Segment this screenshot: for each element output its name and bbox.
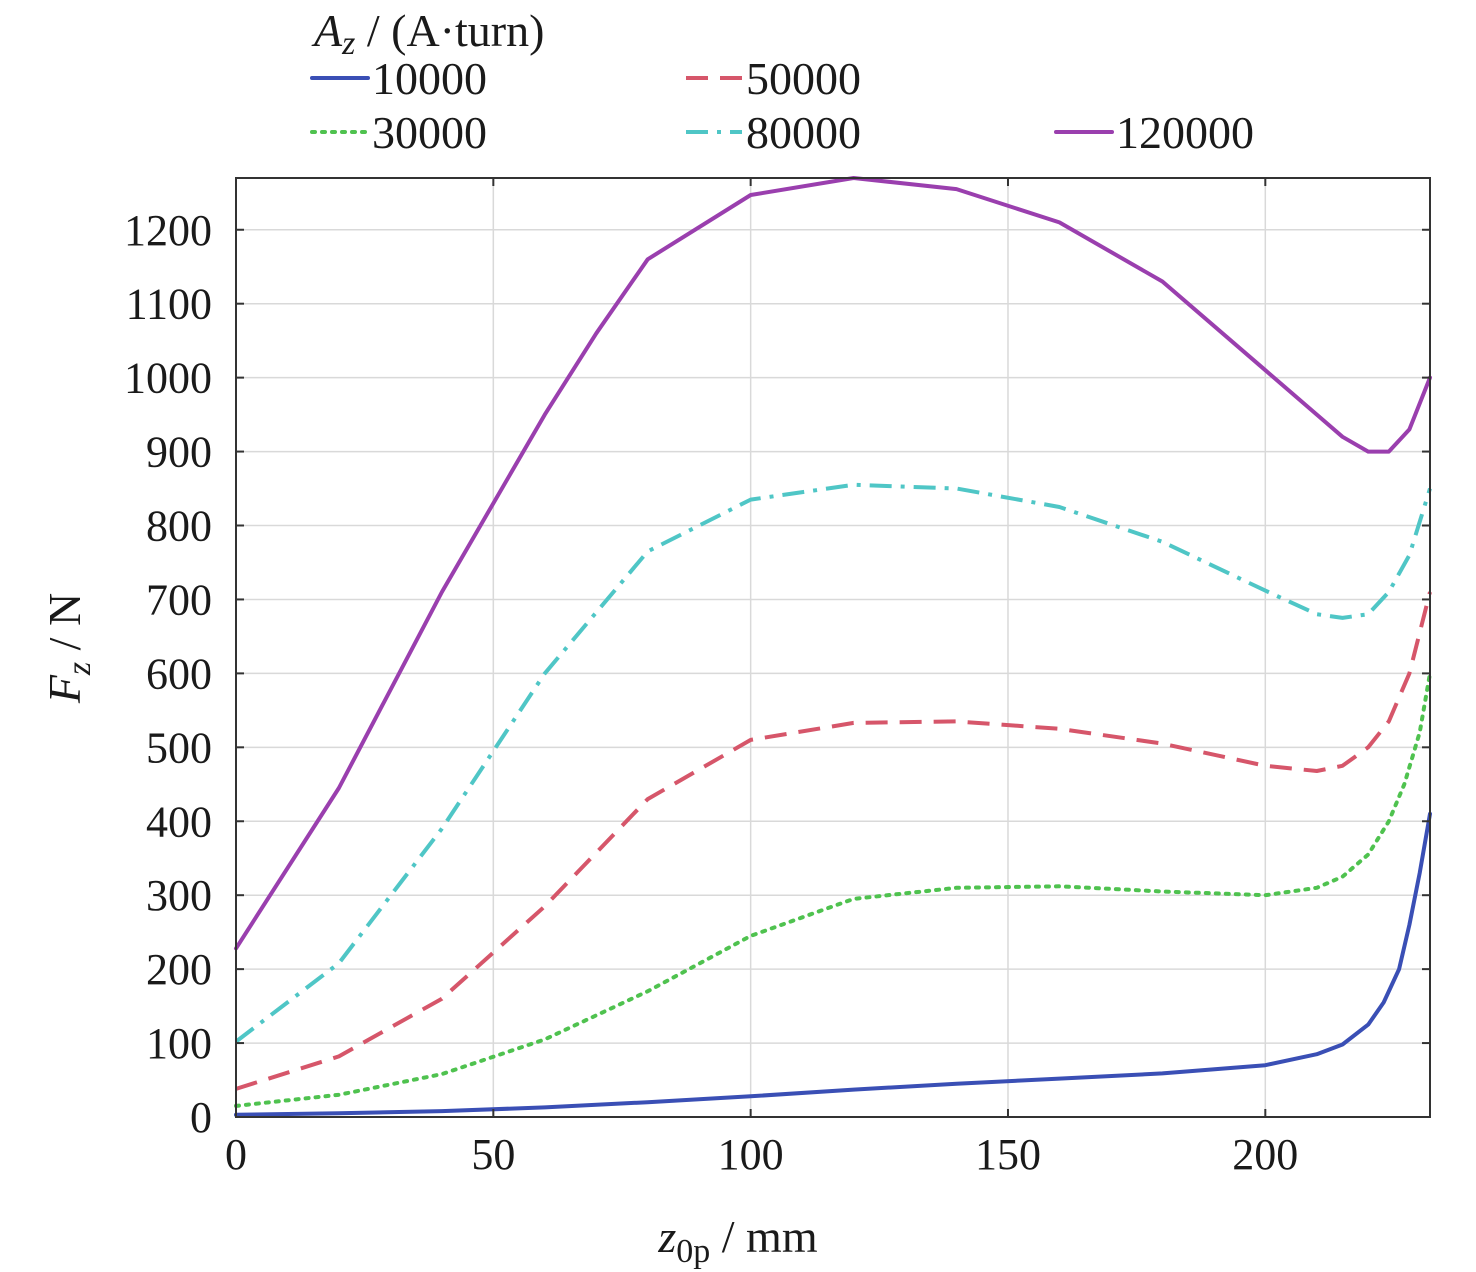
series-line-120000 [234,176,1432,951]
y-tick-label: 1000 [124,354,212,403]
x-tick-label: 100 [718,1130,784,1179]
y-tick-label: 100 [146,1019,212,1068]
series-line-50000 [235,591,1432,1091]
legend-label-10000: 10000 [372,53,487,104]
y-tick-label: 1200 [124,206,212,255]
y-tick-label: 700 [146,575,212,624]
x-axis-label-unit: / mm [710,1211,818,1262]
legend-label-30000: 30000 [372,107,487,158]
y-tick-label: 300 [146,871,212,920]
y-tick-label: 200 [146,945,212,994]
legend-label-120000: 120000 [1116,107,1254,158]
y-tick-label: 0 [190,1093,212,1142]
y-tick-label: 1100 [126,280,212,329]
series-line-80000 [234,482,1432,1044]
gridlines [236,178,1430,1117]
y-tick-label: 900 [146,428,212,477]
y-tick-label: 800 [146,502,212,551]
y-axis-label-symbol: F [39,674,90,704]
legend-title-subscript: z [341,25,355,62]
plot-background [236,178,1430,1117]
y-tick-label: 400 [146,797,212,846]
x-axis-label-subscript: 0p [676,1233,710,1270]
x-tick-label: 0 [225,1130,247,1179]
x-tick-label: 200 [1232,1130,1298,1179]
y-tick-label: 500 [146,723,212,772]
series-line-30000 [234,671,1432,1108]
legend-label-80000: 80000 [746,107,861,158]
legend-title-unit: / (A·turn) [355,5,544,56]
legend-title-symbol: A [311,5,343,56]
x-axis-label: z0p / mm [657,1211,817,1270]
y-axis-label-unit: / N [39,593,90,662]
x-tick-label: 150 [975,1130,1041,1179]
legend-title: Az / (A·turn) [311,5,544,62]
legend-label-50000: 50000 [746,53,861,104]
y-axis-label-subscript: z [61,662,98,676]
y-axis-label: Fz / N [39,593,98,704]
axis-ticks: 0 50 100 150 200 0 100 200 300 400 500 600 700 800 900… [124,178,1430,1179]
x-tick-label: 50 [471,1130,515,1179]
y-tick-label: 600 [146,649,212,698]
series-line-10000 [234,811,1432,1117]
x-axis-label-symbol: z [657,1211,676,1262]
plot-frame [235,177,1431,1118]
series-layer [234,176,1432,1117]
